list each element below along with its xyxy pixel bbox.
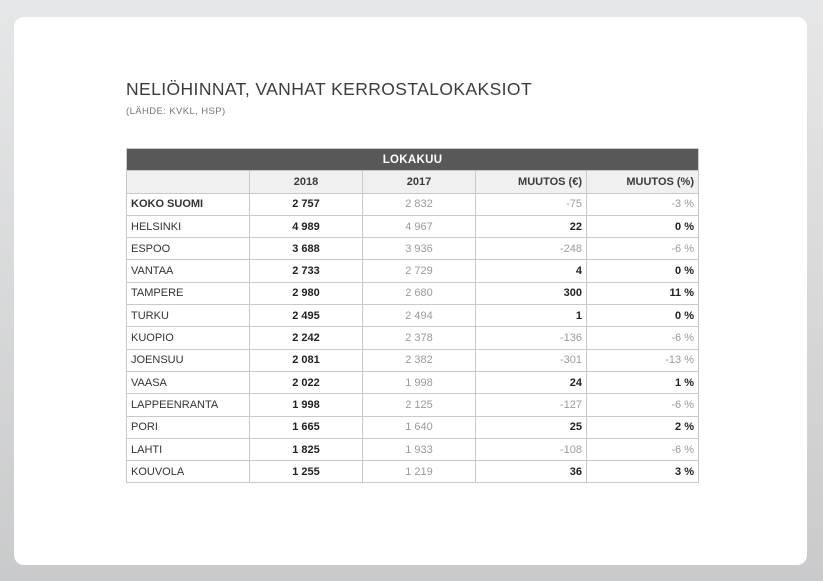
value-2017-cell: 1 998: [362, 370, 476, 395]
change-eur-cell: 36: [475, 460, 587, 484]
city-cell: PORI: [126, 415, 250, 439]
change-eur-cell: -136: [475, 326, 587, 350]
value-2018-cell: 2 733: [249, 259, 363, 283]
column-header-2018: 2018: [249, 170, 363, 194]
value-2018-cell: 4 989: [249, 214, 363, 239]
table-row: HELSINKI 4 989 4 967 22 0 %: [126, 214, 700, 239]
table-row: PORI 1 665 1 640 25 2 %: [126, 415, 700, 439]
change-pct-cell: 0 %: [585, 259, 700, 283]
change-pct-cell: -3 %: [585, 192, 700, 216]
change-eur-cell: -108: [475, 437, 587, 462]
value-2017-cell: 3 936: [362, 237, 476, 261]
column-header-row: 2018 2017 MUUTOS (€) MUUTOS (%): [126, 170, 700, 194]
city-cell: TURKU: [126, 304, 250, 328]
value-2018-cell: 1 665: [249, 415, 363, 439]
table-row: TURKU 2 495 2 494 1 0 %: [126, 304, 700, 328]
change-pct-cell: 3 %: [585, 460, 700, 484]
value-2018-cell: 2 242: [249, 326, 363, 350]
change-pct-cell: -6 %: [585, 326, 700, 350]
value-2017-cell: 2 125: [362, 393, 476, 417]
change-eur-cell: 4: [475, 259, 587, 283]
table-row: KOUVOLA 1 255 1 219 36 3 %: [126, 460, 700, 484]
value-2017-cell: 1 219: [362, 460, 476, 484]
city-cell: KOUVOLA: [126, 460, 250, 484]
change-eur-cell: -248: [475, 237, 587, 261]
change-eur-cell: 22: [475, 214, 587, 239]
change-eur-cell: -75: [475, 192, 587, 216]
city-cell: KOKO SUOMI: [126, 192, 250, 216]
change-pct-cell: 0 %: [585, 304, 700, 328]
column-header-city: [126, 170, 250, 194]
table-row: KOKO SUOMI 2 757 2 832 -75 -3 %: [126, 192, 700, 216]
change-pct-cell: 11 %: [585, 281, 700, 306]
change-pct-cell: -6 %: [585, 393, 700, 417]
city-cell: KUOPIO: [126, 326, 250, 350]
value-2017-cell: 2 832: [362, 192, 476, 216]
table-band-row: LOKAKUU: [125, 147, 700, 172]
change-pct-cell: -6 %: [585, 437, 700, 462]
table-row: LAPPEENRANTA 1 998 2 125 -127 -6 %: [126, 393, 700, 417]
city-cell: LAHTI: [126, 437, 250, 462]
value-2017-cell: 2 680: [362, 281, 476, 306]
value-2017-cell: 4 967: [362, 214, 476, 239]
city-cell: TAMPERE: [126, 281, 250, 306]
value-2017-cell: 2 729: [362, 259, 476, 283]
table-row: JOENSUU 2 081 2 382 -301 -13 %: [126, 348, 700, 372]
table-row: LAHTI 1 825 1 933 -108 -6 %: [126, 437, 700, 462]
price-table: LOKAKUU 2018 2017 MUUTOS (€) MUUTOS (%) …: [125, 147, 700, 484]
change-pct-cell: 1 %: [585, 370, 700, 395]
value-2018-cell: 2 022: [249, 370, 363, 395]
source-note: (LÄHDE: KVKL, HSP): [126, 106, 226, 117]
change-eur-cell: 24: [475, 370, 587, 395]
table-row: VANTAA 2 733 2 729 4 0 %: [126, 259, 700, 283]
change-eur-cell: -127: [475, 393, 587, 417]
column-header-change-pct: MUUTOS (%): [585, 170, 700, 194]
value-2018-cell: 2 980: [249, 281, 363, 306]
value-2017-cell: 1 640: [362, 415, 476, 439]
city-cell: JOENSUU: [126, 348, 250, 372]
table-row: VAASA 2 022 1 998 24 1 %: [126, 370, 700, 395]
value-2018-cell: 2 757: [249, 192, 363, 216]
value-2017-cell: 1 933: [362, 437, 476, 462]
value-2018-cell: 3 688: [249, 237, 363, 261]
table-row: ESPOO 3 688 3 936 -248 -6 %: [126, 237, 700, 261]
value-2018-cell: 1 825: [249, 437, 363, 462]
city-cell: VANTAA: [126, 259, 250, 283]
change-pct-cell: 2 %: [585, 415, 700, 439]
change-eur-cell: -301: [475, 348, 587, 372]
value-2017-cell: 2 494: [362, 304, 476, 328]
value-2017-cell: 2 382: [362, 348, 476, 372]
city-cell: VAASA: [126, 370, 250, 395]
change-pct-cell: 0 %: [585, 214, 700, 239]
city-cell: HELSINKI: [126, 214, 250, 239]
page-title: NELIÖHINNAT, VANHAT KERROSTALOKAKSIOT: [126, 79, 533, 99]
table-row: TAMPERE 2 980 2 680 300 11 %: [126, 281, 700, 306]
value-2018-cell: 1 998: [249, 393, 363, 417]
value-2017-cell: 2 378: [362, 326, 476, 350]
column-header-2017: 2017: [362, 170, 476, 194]
table-row: KUOPIO 2 242 2 378 -136 -6 %: [126, 326, 700, 350]
change-pct-cell: -6 %: [585, 237, 700, 261]
change-eur-cell: 1: [475, 304, 587, 328]
column-header-change-eur: MUUTOS (€): [475, 170, 587, 194]
change-pct-cell: -13 %: [585, 348, 700, 372]
table-body: KOKO SUOMI 2 757 2 832 -75 -3 % HELSINKI 4 989…: [126, 192, 700, 484]
value-2018-cell: 2 081: [249, 348, 363, 372]
content-card: NELIÖHINNAT, VANHAT KERROSTALOKAKSIOT (L…: [14, 17, 807, 565]
value-2018-cell: 1 255: [249, 460, 363, 484]
city-cell: ESPOO: [126, 237, 250, 261]
month-band-header: LOKAKUU: [125, 147, 700, 172]
city-cell: LAPPEENRANTA: [126, 393, 250, 417]
change-eur-cell: 25: [475, 415, 587, 439]
value-2018-cell: 2 495: [249, 304, 363, 328]
change-eur-cell: 300: [475, 281, 587, 306]
